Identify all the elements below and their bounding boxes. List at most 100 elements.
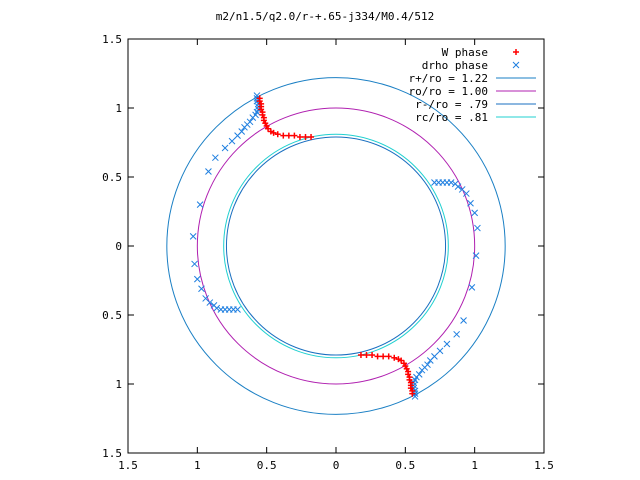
drho-phase-point — [411, 393, 419, 400]
legend-label: drho phase — [422, 59, 488, 72]
marker-stroke — [471, 209, 479, 217]
marker-stroke — [467, 199, 474, 207]
drho-phase-point — [424, 361, 431, 369]
marker-stroke — [415, 370, 423, 378]
marker-stroke — [451, 180, 459, 188]
y-tick-label: 0.5 — [102, 171, 122, 184]
x-tick-label: 1 — [471, 459, 478, 472]
marker-stroke — [202, 295, 210, 302]
drho-phase-point — [213, 304, 221, 312]
drho-phase-point — [228, 137, 236, 145]
marker-stroke — [431, 179, 438, 186]
w-phase-point — [380, 353, 387, 360]
drho-phase-point — [234, 132, 241, 139]
w-phase-point — [374, 353, 381, 360]
marker-stroke — [472, 252, 480, 260]
drho-phase-point — [206, 299, 214, 306]
marker-stroke — [436, 347, 444, 355]
marker-stroke — [191, 260, 198, 268]
marker-stroke — [462, 190, 470, 197]
marker-stroke — [196, 201, 204, 208]
marker-stroke — [468, 284, 476, 291]
w-phase-point — [274, 131, 281, 138]
legend-label: rc/ro = .81 — [415, 111, 488, 124]
drho-phase-point — [458, 186, 466, 193]
y-tick-label: 0.5 — [102, 309, 122, 322]
marker-stroke — [189, 232, 197, 240]
w-phase-point — [285, 132, 292, 139]
drho-phase-point — [468, 284, 476, 291]
chart-title: m2/n1.5/q2.0/r-+.65-j334/M0.4/512 — [216, 10, 435, 23]
marker-stroke — [205, 168, 212, 175]
drho-phase-point — [431, 353, 438, 360]
marker-stroke — [193, 275, 201, 283]
radius-circle — [196, 107, 476, 385]
radius-circle — [225, 136, 447, 356]
x-tick-label: 0.5 — [257, 459, 277, 472]
drho-phase-point — [467, 199, 474, 207]
marker-stroke — [221, 144, 229, 152]
y-tick-label: 1 — [115, 102, 122, 115]
marker-stroke — [253, 92, 261, 99]
marker-stroke — [241, 123, 248, 131]
point-layer — [189, 92, 481, 400]
drho-phase-point — [436, 347, 444, 355]
drho-phase-point — [415, 370, 423, 378]
w-phase-point — [302, 133, 309, 140]
drho-phase-point — [474, 224, 481, 232]
marker-stroke — [198, 285, 205, 293]
w-phase-point — [308, 133, 315, 140]
marker-stroke — [228, 137, 236, 145]
y-tick-label: 0 — [115, 240, 122, 253]
w-phase-point — [385, 353, 392, 360]
marker-stroke — [431, 353, 438, 360]
drho-phase-point — [460, 317, 467, 324]
w-phase-point — [291, 132, 298, 139]
x-tick-label: 0.5 — [395, 459, 415, 472]
marker-stroke — [234, 306, 241, 313]
w-phase-point — [357, 352, 364, 359]
drho-phase-point — [205, 168, 212, 175]
x-tick-label: 1 — [194, 459, 201, 472]
y-tick-label: 1.5 — [102, 33, 122, 46]
drho-phase-point — [431, 179, 438, 186]
circle-layer — [166, 77, 506, 415]
drho-phase-point — [451, 180, 459, 188]
drho-phase-point — [212, 154, 219, 162]
marker-stroke — [474, 224, 481, 232]
w-phase-point — [280, 132, 287, 139]
marker-stroke — [234, 132, 241, 139]
marker-stroke — [249, 114, 257, 122]
w-phase-point — [363, 352, 370, 359]
marker-stroke — [206, 299, 214, 306]
legend-cross-marker — [512, 61, 520, 69]
marker-stroke — [213, 304, 221, 312]
w-phase-point — [296, 133, 303, 140]
legend-label: ro/ro = 1.00 — [409, 85, 488, 98]
drho-phase-point — [453, 330, 460, 338]
legend-label: r+/ro = 1.22 — [409, 72, 488, 85]
y-tick-label: 1 — [115, 378, 122, 391]
drho-phase-point — [241, 123, 248, 131]
drho-phase-point — [234, 306, 241, 313]
x-tick-label: 1.5 — [534, 459, 554, 472]
legend-plus-marker — [513, 49, 519, 55]
drho-phase-point — [472, 252, 480, 260]
drho-phase-point — [193, 275, 201, 283]
x-tick-label: 1.5 — [118, 459, 138, 472]
w-phase-point — [395, 356, 402, 363]
legend-label: W phase — [442, 46, 488, 59]
drho-phase-point — [471, 209, 479, 217]
tick-layer: 1.5 1 0.5 0 0.5 1 1.51.510.500.511.5 — [102, 33, 554, 472]
marker-stroke — [458, 186, 466, 193]
legend-label: r-/ro = .79 — [415, 98, 488, 111]
w-phase-point — [270, 129, 277, 136]
marker-stroke — [443, 340, 451, 348]
y-tick-label: 1.5 — [102, 447, 122, 460]
drho-phase-point — [443, 340, 451, 348]
w-phase-point — [265, 125, 272, 132]
w-phase-point — [400, 360, 407, 367]
radius-circle — [166, 77, 506, 415]
marker-stroke — [512, 61, 520, 69]
